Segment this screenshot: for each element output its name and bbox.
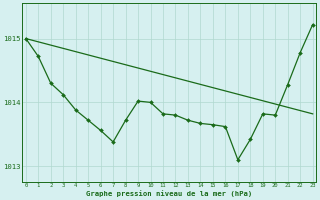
X-axis label: Graphe pression niveau de la mer (hPa): Graphe pression niveau de la mer (hPa)	[86, 190, 252, 197]
